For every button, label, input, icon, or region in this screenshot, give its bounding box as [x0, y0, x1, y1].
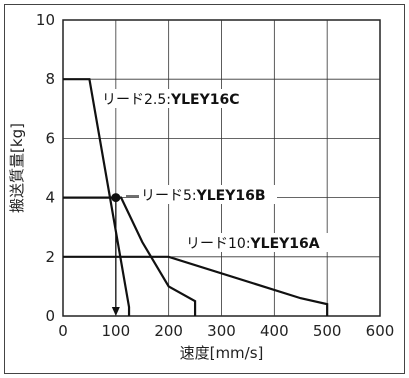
y-tick-label: 4: [45, 189, 55, 207]
y-tick-label: 10: [36, 11, 55, 29]
y-axis-title: 搬送質量[kg]: [8, 123, 26, 213]
series-layer: [63, 78, 329, 316]
series-label-prefix: リード2.5:: [102, 92, 171, 108]
chart-frame: [4, 4, 405, 374]
example-point: [111, 193, 121, 203]
series-label-prefix: リード5:: [141, 188, 197, 204]
x-tick-label: 200: [154, 322, 183, 340]
grid-lines: [63, 20, 380, 316]
series-label-background: [139, 185, 277, 204]
y-tick-label: 2: [45, 248, 55, 266]
x-tick-label: 600: [366, 322, 395, 340]
series-label-1: リード2.5:YLEY16C: [102, 92, 240, 108]
series-label-2: リード5:YLEY16B: [141, 188, 266, 204]
series-label-background: [100, 89, 258, 108]
x-tick-label: 300: [207, 322, 236, 340]
x-tick-label: 400: [260, 322, 289, 340]
tick-labels: 0 100 200 300 400 500 600 0 2 4 6 8 10: [36, 11, 394, 340]
series-label-model: YLEY16B: [196, 188, 266, 204]
y-tick-label: 0: [45, 307, 55, 325]
x-tick-label: 100: [102, 322, 131, 340]
series-label-prefix: リード10:: [186, 236, 251, 252]
series-line-1: [63, 78, 131, 316]
series-labels: リード2.5:YLEY16C リード5:YLEY16B リード10:YLEY16A: [100, 89, 332, 252]
series-label-background: [184, 233, 332, 252]
x-tick-label: 0: [58, 322, 68, 340]
series-label-model: YLEY16C: [170, 92, 240, 108]
example-arrow-head: [111, 307, 120, 316]
y-tick-label: 8: [45, 70, 55, 88]
x-tick-label: 500: [313, 322, 342, 340]
series-label-3: リード10:YLEY16A: [186, 236, 320, 252]
series-label-model: YLEY16A: [250, 236, 320, 252]
x-axis-title: 速度[mm/s]: [180, 344, 264, 362]
series-line-3: [63, 255, 329, 316]
y-tick-label: 6: [45, 129, 55, 147]
